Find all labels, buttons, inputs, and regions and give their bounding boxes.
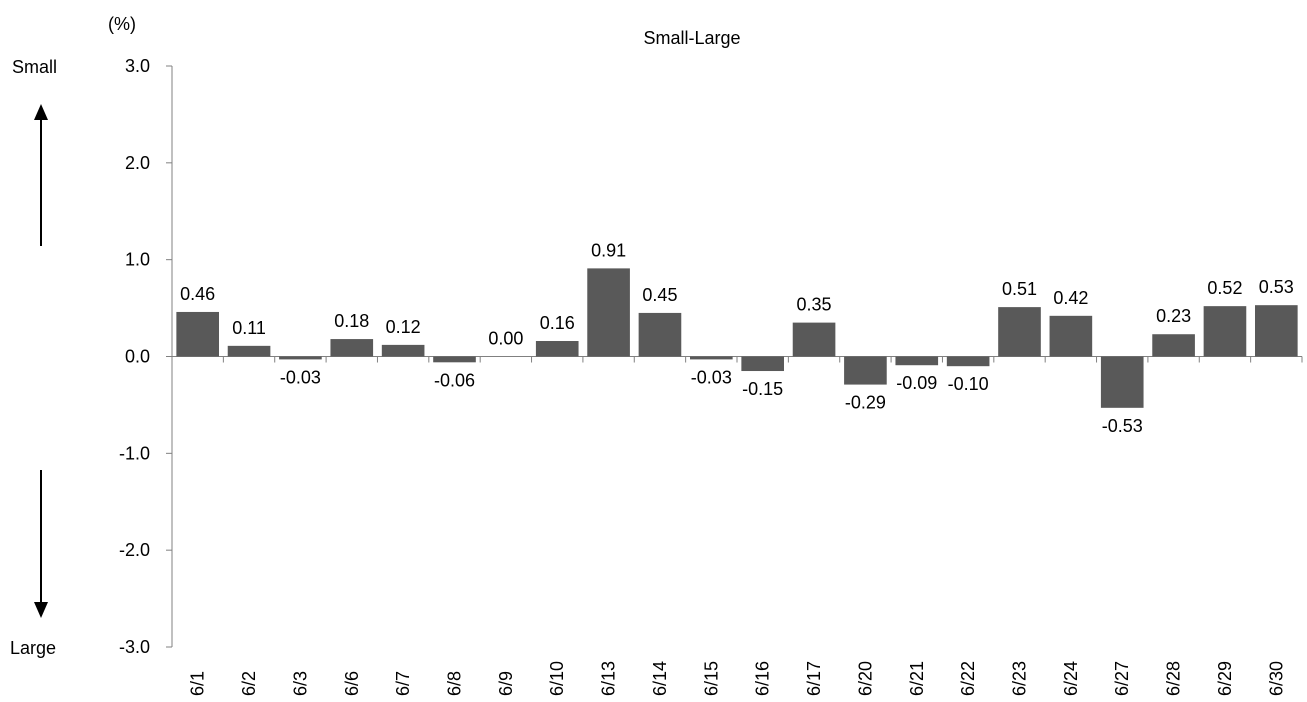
bar xyxy=(227,345,271,357)
x-tick-label: 6/3 xyxy=(290,671,310,696)
y-tick-label: -2.0 xyxy=(119,540,150,560)
value-labels: 0.46 0.11 -0.03 0.18 0.12 -0.06 0.00 0.16 0.91 0.… xyxy=(180,240,1294,435)
x-axis-labels: 6/1 6/2 6/3 6/6 6/7 6/8 6/9 6/10 6/13 6/14 6/15 6/1… xyxy=(188,661,1287,696)
y-tick-label: 1.0 xyxy=(125,250,150,270)
y-tick-label: 0.0 xyxy=(125,347,150,367)
x-tick-label: 6/30 xyxy=(1266,661,1286,696)
data-label: -0.09 xyxy=(896,373,937,393)
bar xyxy=(1255,305,1298,357)
data-label: -0.15 xyxy=(742,379,783,399)
y-tick-label: -3.0 xyxy=(119,637,150,657)
bar xyxy=(587,268,630,357)
x-tick-label: 6/17 xyxy=(804,661,824,696)
x-tick-label: 6/1 xyxy=(188,671,208,696)
data-label: 0.91 xyxy=(591,240,626,260)
bar xyxy=(535,341,579,357)
bar xyxy=(741,356,784,372)
bottom-annotation: Large xyxy=(10,638,57,658)
bar xyxy=(998,307,1041,357)
x-tick-label: 6/21 xyxy=(907,661,927,696)
data-label: -0.53 xyxy=(1102,416,1143,436)
data-label: 0.46 xyxy=(180,284,215,304)
data-label: 0.12 xyxy=(386,317,421,337)
data-label: -0.03 xyxy=(280,367,321,387)
data-label: 0.51 xyxy=(1002,279,1037,299)
y-tick-label: 2.0 xyxy=(125,153,150,173)
x-tick-label: 6/2 xyxy=(239,671,259,696)
data-label: 0.00 xyxy=(488,329,523,349)
data-label: 0.11 xyxy=(232,318,266,338)
x-tick-label: 6/7 xyxy=(393,671,413,696)
x-tick-label: 6/13 xyxy=(599,661,619,696)
bar xyxy=(690,356,733,360)
x-tick-label: 6/8 xyxy=(445,671,465,696)
bar xyxy=(638,312,682,357)
chart-title: Small-Large xyxy=(643,28,740,48)
bar xyxy=(176,311,219,357)
unit-label: (%) xyxy=(108,14,136,34)
data-label: -0.03 xyxy=(691,367,732,387)
data-label: 0.53 xyxy=(1259,277,1294,297)
bar xyxy=(844,356,887,385)
x-tick-label: 6/29 xyxy=(1215,661,1235,696)
y-tick-label: -1.0 xyxy=(119,443,150,463)
bar xyxy=(946,356,990,367)
bar xyxy=(381,344,425,357)
x-tick-label: 6/10 xyxy=(547,661,567,696)
data-label: 0.35 xyxy=(797,295,832,315)
down-arrow-icon xyxy=(34,602,48,618)
bar xyxy=(1203,306,1247,357)
bar xyxy=(895,356,939,366)
x-tick-label: 6/24 xyxy=(1061,661,1081,696)
y-axis-ticks: 3.0 2.0 1.0 0.0 -1.0 -2.0 -3.0 xyxy=(119,56,172,657)
data-label: 0.42 xyxy=(1053,288,1088,308)
data-label: 0.18 xyxy=(334,311,369,331)
data-label: 0.16 xyxy=(540,313,575,333)
top-annotation: Small xyxy=(12,57,58,77)
x-tick-label: 6/15 xyxy=(701,661,721,696)
y-tick-label: 3.0 xyxy=(125,56,150,76)
data-label: 0.45 xyxy=(642,285,677,305)
x-tick-label: 6/9 xyxy=(496,671,516,696)
x-tick-label: 6/23 xyxy=(1010,661,1030,696)
up-arrow-icon xyxy=(34,104,48,120)
data-label: 0.52 xyxy=(1207,278,1242,298)
data-label: -0.06 xyxy=(434,370,475,390)
bar xyxy=(330,339,374,357)
direction-arrows xyxy=(34,104,48,618)
bar xyxy=(433,356,476,363)
bar xyxy=(1152,334,1195,357)
bar xyxy=(1100,356,1144,408)
bar xyxy=(1049,315,1093,357)
bar xyxy=(279,356,322,360)
x-tick-label: 6/28 xyxy=(1164,661,1184,696)
x-tick-label: 6/16 xyxy=(753,661,773,696)
x-tick-label: 6/27 xyxy=(1112,661,1132,696)
x-tick-label: 6/20 xyxy=(855,661,875,696)
x-tick-label: 6/14 xyxy=(650,661,670,696)
x-tick-label: 6/6 xyxy=(342,671,362,696)
data-label: -0.10 xyxy=(948,374,989,394)
bars xyxy=(176,268,1298,408)
bar xyxy=(792,322,836,357)
data-label: 0.23 xyxy=(1156,306,1191,326)
data-label: -0.29 xyxy=(845,393,886,413)
x-tick-label: 6/22 xyxy=(958,661,978,696)
